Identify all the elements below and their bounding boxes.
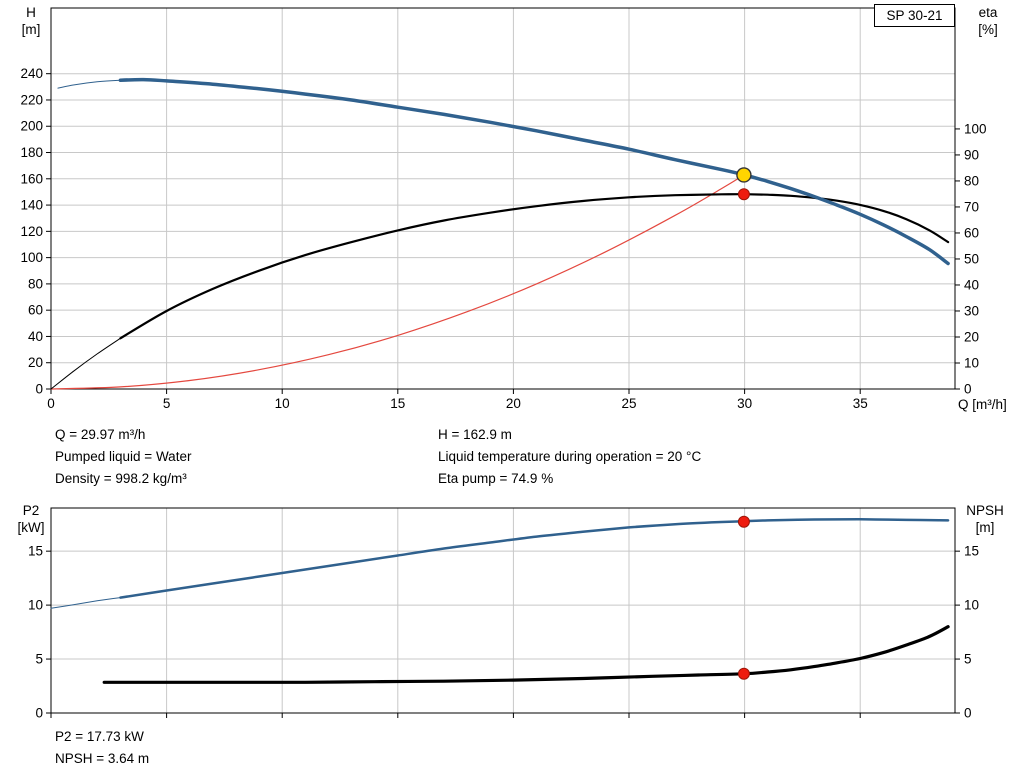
system-curve-curve xyxy=(50,174,745,390)
y-right-tick-label: 60 xyxy=(964,225,979,240)
x-tick-label: 35 xyxy=(853,396,868,411)
y-left-tick-label: 200 xyxy=(20,119,43,134)
pump-model-label: SP 30-21 xyxy=(886,8,943,23)
hq-eta-chart: 0204060801001201401601802002202400102030… xyxy=(20,7,987,411)
y-left-tick-label: 180 xyxy=(20,145,43,160)
q-axis-label: Q [m³/h] xyxy=(958,397,1007,412)
info-density: Density = 998.2 kg/m³ xyxy=(55,471,187,486)
head-lead-curve xyxy=(57,79,121,89)
y-right-tick-label: 0 xyxy=(964,382,972,397)
y-left-tick-label: 80 xyxy=(28,276,43,291)
y-left-tick-label: 160 xyxy=(20,171,43,186)
x-tick-label: 20 xyxy=(506,396,521,411)
duty-point-info-left: Q = 29.97 m³/h Pumped liquid = Water Den… xyxy=(55,424,191,490)
p2-npsh-info: P2 = 17.73 kW NPSH = 3.64 m xyxy=(55,726,149,770)
plot-frame xyxy=(50,507,956,714)
info-liquid-temp: Liquid temperature during operation = 20… xyxy=(438,449,702,464)
x-tick-label: 10 xyxy=(275,396,290,411)
info-q: Q = 29.97 m³/h xyxy=(55,427,146,442)
y-left-tick-label: 20 xyxy=(28,355,43,370)
y-left-tick-label: 10 xyxy=(28,598,43,613)
y-left-tick-label: 220 xyxy=(20,92,43,107)
p2-npsh-chart: 0 5 10 15 0 5 10 15 xyxy=(28,507,979,721)
p2-axis-title: P2 xyxy=(22,503,40,518)
y-left-tick-label: 100 xyxy=(20,250,43,265)
y-right-tick-label: 80 xyxy=(964,173,979,188)
y-left-tick-label: 140 xyxy=(20,198,43,213)
eta-lead-curve xyxy=(50,337,121,390)
y-left-tick-label: 60 xyxy=(28,303,43,318)
info-p2: P2 = 17.73 kW xyxy=(55,729,144,744)
y-right-tick-label: 0 xyxy=(964,706,972,721)
x-tick-label: 30 xyxy=(737,396,752,411)
plot-frame xyxy=(50,7,956,390)
p2-axis-unit: [kW] xyxy=(17,520,45,535)
y-left-tick-label: 240 xyxy=(20,66,43,81)
h-axis-title: H xyxy=(26,5,36,20)
y-right-tick-label: 15 xyxy=(964,544,979,559)
duty-point-p2-marker xyxy=(737,515,750,528)
npsh-axis-title: NPSH xyxy=(966,503,1004,518)
y-right-tick-label: 40 xyxy=(964,277,979,292)
y-left-tick-label: 120 xyxy=(20,224,43,239)
eta-axis-title: eta xyxy=(978,5,998,20)
head-curve xyxy=(118,77,950,266)
pump-model-badge: SP 30-21 xyxy=(874,4,955,27)
info-npsh: NPSH = 3.64 m xyxy=(55,751,150,766)
duty-point-npsh-marker xyxy=(737,667,750,680)
npsh-curve xyxy=(102,625,950,684)
y-right-tick-label: 100 xyxy=(964,121,987,136)
eta-axis-unit: [%] xyxy=(978,22,998,37)
npsh-axis-unit: [m] xyxy=(975,520,995,535)
y-right-tick-label: 5 xyxy=(964,652,972,667)
y-right-tick-label: 90 xyxy=(964,147,979,162)
info-eta-pump: Eta pump = 74.9 % xyxy=(438,471,554,486)
y-right-tick-label: 10 xyxy=(964,355,979,370)
y-right-tick-label: 70 xyxy=(964,199,979,214)
p2-lead-curve xyxy=(50,597,121,609)
y-left-tick-label: 0 xyxy=(35,706,43,721)
p2-curve xyxy=(119,518,950,599)
y-left-tick-label: 40 xyxy=(28,329,43,344)
y-right-tick-label: 50 xyxy=(964,251,979,266)
y-right-tick-label: 20 xyxy=(964,329,979,344)
eta-curve xyxy=(119,193,950,340)
x-tick-label: 0 xyxy=(47,396,55,411)
y-right-tick-label: 10 xyxy=(964,598,979,613)
x-tick-label: 15 xyxy=(390,396,405,411)
y-left-tick-label: 5 xyxy=(35,652,43,667)
y-left-tick-label: 0 xyxy=(35,382,43,397)
duty-point-head-marker xyxy=(736,167,752,183)
duty-point-info-right: H = 162.9 m Liquid temperature during op… xyxy=(438,424,701,490)
x-tick-label: 5 xyxy=(163,396,171,411)
info-h: H = 162.9 m xyxy=(438,427,512,442)
info-pumped-liquid: Pumped liquid = Water xyxy=(55,449,192,464)
duty-point-eta-marker xyxy=(737,188,750,201)
x-tick-label: 25 xyxy=(621,396,636,411)
y-left-tick-label: 15 xyxy=(28,544,43,559)
h-axis-unit: [m] xyxy=(21,22,41,37)
y-right-tick-label: 30 xyxy=(964,303,979,318)
